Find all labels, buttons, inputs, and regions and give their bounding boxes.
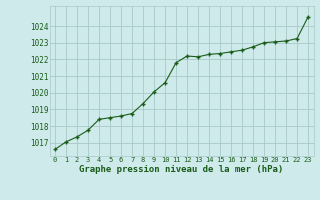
- X-axis label: Graphe pression niveau de la mer (hPa): Graphe pression niveau de la mer (hPa): [79, 165, 284, 174]
